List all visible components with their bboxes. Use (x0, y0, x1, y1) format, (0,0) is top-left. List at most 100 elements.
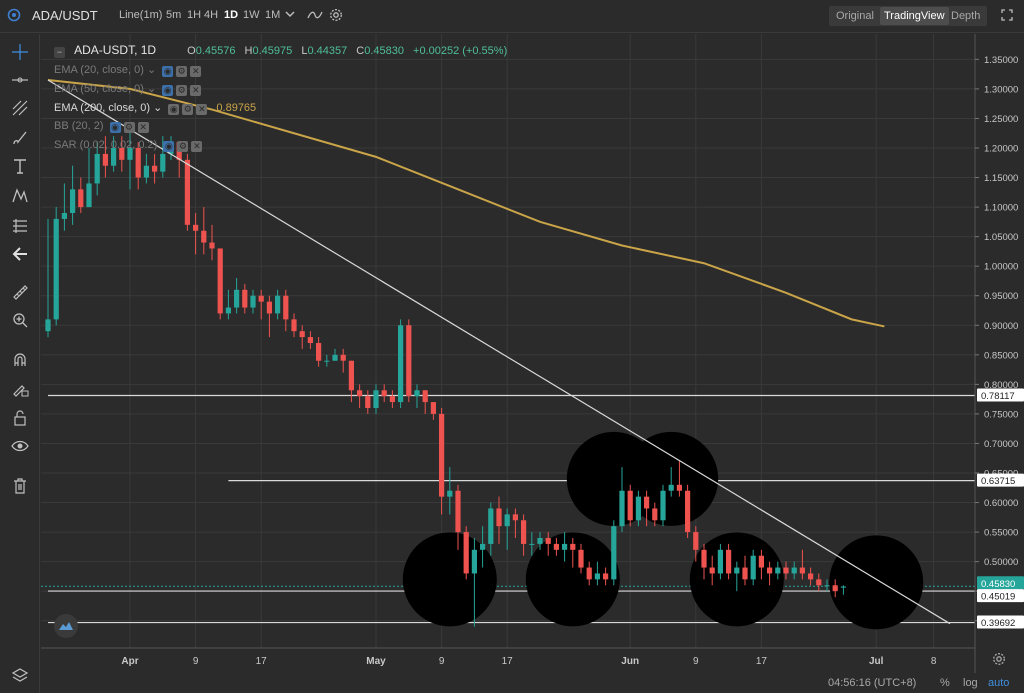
brush-icon[interactable] (6, 126, 34, 150)
time-tick-label: 17 (502, 656, 514, 667)
ruler-icon[interactable] (6, 280, 34, 304)
candle-body (217, 248, 223, 314)
trash-icon[interactable] (6, 474, 34, 498)
ema200-value: 0.89765 (216, 102, 257, 114)
close-value: 0.45830 (364, 45, 404, 57)
visibility-icon[interactable]: ◉ (109, 122, 121, 133)
chevron-down-icon[interactable]: ⌄ (146, 83, 157, 95)
view-tradingview[interactable]: TradingView (880, 7, 949, 25)
indicator-settings-icon[interactable]: ⚙ (176, 85, 188, 96)
candle-body (799, 567, 805, 574)
close-icon[interactable]: ✕ (137, 122, 149, 133)
legend-indicator-bb[interactable]: BB (20, 2) ◉ ⚙ ✕ (54, 120, 149, 133)
chevron-down-icon[interactable]: ⌄ (153, 102, 163, 114)
close-icon[interactable]: ✕ (196, 104, 208, 115)
chevron-down-icon[interactable] (285, 8, 295, 23)
close-icon[interactable]: ✕ (190, 85, 202, 96)
chart-area[interactable]: 1.35000 1.30000 1.25000 1.20000 1.15000 1.100… (41, 34, 1024, 676)
visibility-icon[interactable]: ◉ (162, 85, 174, 96)
plot-background (41, 34, 975, 648)
candle-body (775, 567, 781, 574)
candle-body (357, 390, 363, 397)
trend-line-icon[interactable] (6, 96, 34, 120)
axis-settings-gear-icon[interactable] (992, 652, 1006, 669)
candle-body (135, 148, 141, 178)
interval-5m[interactable]: 5m (166, 9, 182, 21)
candle-body (447, 490, 453, 497)
price-tick-label: 1.25000 (984, 114, 1018, 125)
interval-1w[interactable]: 1W (243, 9, 260, 21)
indicator-label: EMA (50, close, 0) (54, 83, 144, 95)
high-label: H (244, 45, 253, 57)
chart-grid (41, 34, 975, 648)
tradingview-logo-icon[interactable] (54, 614, 78, 638)
chevron-down-icon[interactable]: ⌄ (146, 64, 157, 76)
pattern-tool-icon[interactable] (6, 184, 34, 208)
crosshair-icon[interactable] (6, 40, 34, 64)
candle-body (660, 490, 666, 521)
candle-body (521, 520, 527, 544)
indicator-settings-icon[interactable]: ⚙ (176, 66, 188, 77)
magnet-icon[interactable] (6, 348, 34, 372)
candle-body (70, 189, 76, 213)
price-tick-label: 1.35000 (984, 55, 1018, 66)
price-tick-label: 1.00000 (984, 262, 1018, 273)
candle-body (414, 390, 420, 397)
view-switcher: Original TradingView Depth (829, 6, 987, 26)
price-tick-label: 0.50000 (984, 557, 1018, 568)
percent-toggle[interactable]: % (940, 677, 950, 689)
back-arrow-icon[interactable] (6, 242, 34, 266)
legend-indicator-ema20[interactable]: EMA (20, close, 0) ⌄ ◉ ⚙ ✕ (54, 63, 202, 77)
view-original[interactable]: Original (836, 10, 874, 22)
legend-indicator-ema200[interactable]: EMA (200, close, 0) ⌄ ◉ ⚙ ✕ 0.89765 (54, 101, 256, 115)
interval-line-1m[interactable]: Line(1m) (119, 9, 163, 21)
open-label: O (187, 45, 196, 57)
visibility-icon[interactable]: ◉ (163, 141, 175, 152)
log-toggle[interactable]: log (963, 677, 978, 689)
indicator-settings-icon[interactable]: ⚙ (177, 141, 189, 152)
legend-indicator-ema50[interactable]: EMA (50, close, 0) ⌄ ◉ ⚙ ✕ (54, 82, 202, 96)
chart-type-icon[interactable] (307, 8, 323, 25)
interval-1m[interactable]: 1M (265, 9, 281, 21)
candle-body (767, 567, 773, 574)
candle-body (791, 567, 797, 574)
eye-icon[interactable] (6, 434, 34, 458)
candle-body (553, 543, 559, 550)
zoom-in-icon[interactable] (6, 308, 34, 332)
unlock-icon[interactable] (6, 406, 34, 430)
view-depth[interactable]: Depth (951, 10, 981, 22)
close-icon[interactable]: ✕ (191, 141, 203, 152)
candlesticks (45, 130, 846, 627)
visibility-icon[interactable]: ◉ (162, 66, 174, 77)
fibonacci-tool-icon[interactable] (6, 214, 34, 238)
clock-time[interactable]: 04:56:16 (UTC+8) (828, 677, 917, 689)
settings-gear-icon[interactable] (329, 8, 343, 25)
interval-1d[interactable]: 1D (224, 9, 239, 21)
indicator-settings-icon[interactable]: ⚙ (123, 122, 135, 133)
collapse-icon[interactable]: − (54, 47, 65, 58)
interval-4h[interactable]: 4H (204, 9, 219, 21)
change-value: +0.00252 (+0.55%) (413, 45, 508, 57)
price-chart[interactable]: 1.35000 1.30000 1.25000 1.20000 1.15000 1.100… (41, 34, 1024, 673)
lock-drawing-icon[interactable] (6, 376, 34, 400)
layers-icon[interactable] (6, 664, 34, 688)
indicator-settings-icon[interactable]: ⚙ (182, 104, 194, 115)
price-tick-label: 1.20000 (984, 144, 1018, 155)
candle-body (496, 508, 502, 527)
close-icon[interactable]: ✕ (190, 66, 202, 77)
price-label-text: 0.63715 (981, 476, 1015, 487)
text-tool-icon[interactable] (6, 154, 34, 178)
candle-body (480, 543, 486, 550)
fullscreen-icon[interactable] (1001, 9, 1013, 24)
candle-body (365, 396, 371, 408)
auto-toggle[interactable]: auto (988, 677, 1010, 689)
interval-1h[interactable]: 1H (187, 9, 202, 21)
candle-body (143, 165, 149, 178)
indicator-label: EMA (200, close, 0) (54, 102, 150, 114)
visibility-icon[interactable]: ◉ (168, 104, 180, 115)
candle-body (266, 301, 272, 314)
horizontal-line-icon[interactable] (6, 68, 34, 92)
candle-body (373, 390, 379, 408)
pair-title[interactable]: ADA/USDT (32, 8, 98, 23)
legend-indicator-sar[interactable]: SAR (0.02, 0.02, 0.2) ◉ ⚙ ✕ (54, 139, 203, 152)
